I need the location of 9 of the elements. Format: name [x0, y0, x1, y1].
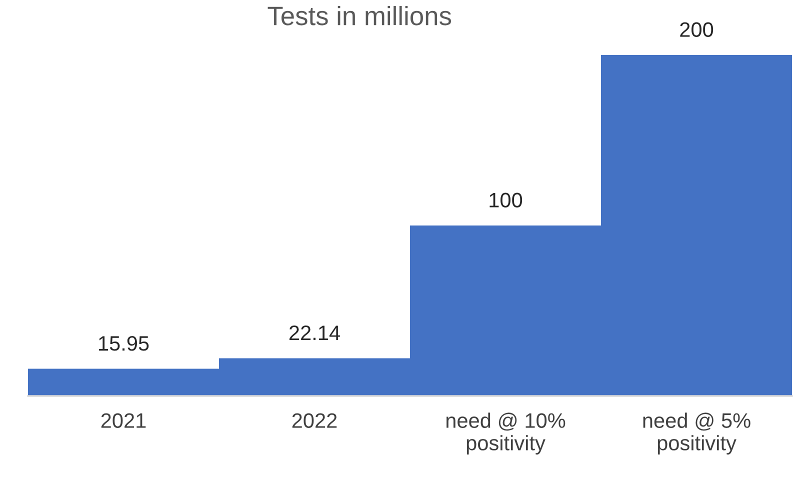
data-label: 15.95: [99, 336, 149, 351]
chart-title: Tests in millions: [268, 6, 452, 26]
data-label: 200: [680, 22, 714, 37]
x-tick-label: 2021: [101, 413, 146, 428]
x-tick-label: need @ 10% positivity: [446, 412, 566, 455]
x-tick-label: 2022: [292, 413, 337, 428]
x-tick-label: need @ 5% positivity: [643, 412, 750, 455]
data-label: 100: [490, 192, 522, 208]
data-label: 22.14: [289, 325, 340, 340]
